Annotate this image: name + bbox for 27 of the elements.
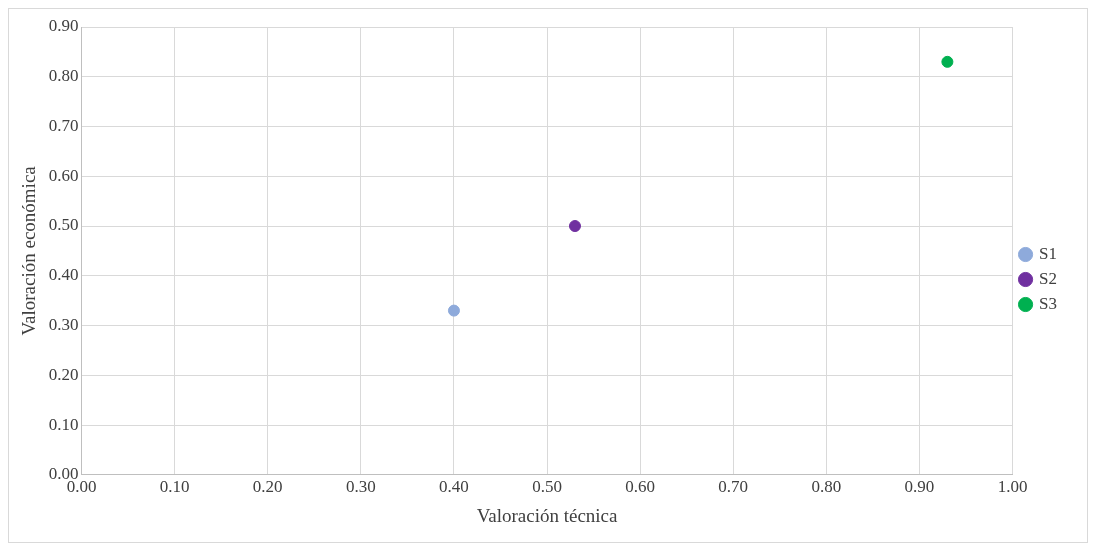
legend-label: S2 bbox=[1039, 268, 1058, 288]
x-tick-label: 0.20 bbox=[252, 477, 283, 497]
y-tick-label: 0.60 bbox=[48, 165, 79, 185]
y-tick-label: 0.70 bbox=[48, 115, 79, 135]
point bbox=[568, 220, 581, 233]
y-tick-label: 0.90 bbox=[48, 16, 79, 36]
x-tick-label: 0.50 bbox=[532, 477, 562, 497]
x-tick-label: 1.00 bbox=[997, 477, 1028, 497]
legend-label: S3 bbox=[1039, 293, 1058, 313]
point bbox=[447, 304, 460, 317]
y-tick-label: 0.50 bbox=[48, 215, 79, 235]
x-tick-label: 0.10 bbox=[159, 477, 190, 497]
legend-label: S1 bbox=[1039, 243, 1058, 263]
x-tick-label: 0.40 bbox=[439, 477, 469, 497]
y-axis-title: Valoración económica bbox=[18, 165, 40, 336]
y-tick-label: 0.10 bbox=[48, 414, 79, 434]
point bbox=[941, 55, 954, 68]
x-tick-label: 0.90 bbox=[904, 477, 935, 497]
x-tick-label: 0.30 bbox=[345, 477, 376, 497]
x-tick-label: 0.70 bbox=[718, 477, 749, 497]
x-tick-label: 0.80 bbox=[811, 477, 842, 497]
y-tick-label: 0.30 bbox=[48, 315, 79, 334]
y-tick-label: 0.20 bbox=[48, 364, 79, 384]
y-tick-label: 0.80 bbox=[48, 66, 79, 86]
x-tick-label: 0.60 bbox=[625, 477, 656, 497]
y-tick-label: 0.40 bbox=[48, 265, 79, 285]
x-axis-title: Valoración técnica bbox=[476, 504, 619, 526]
